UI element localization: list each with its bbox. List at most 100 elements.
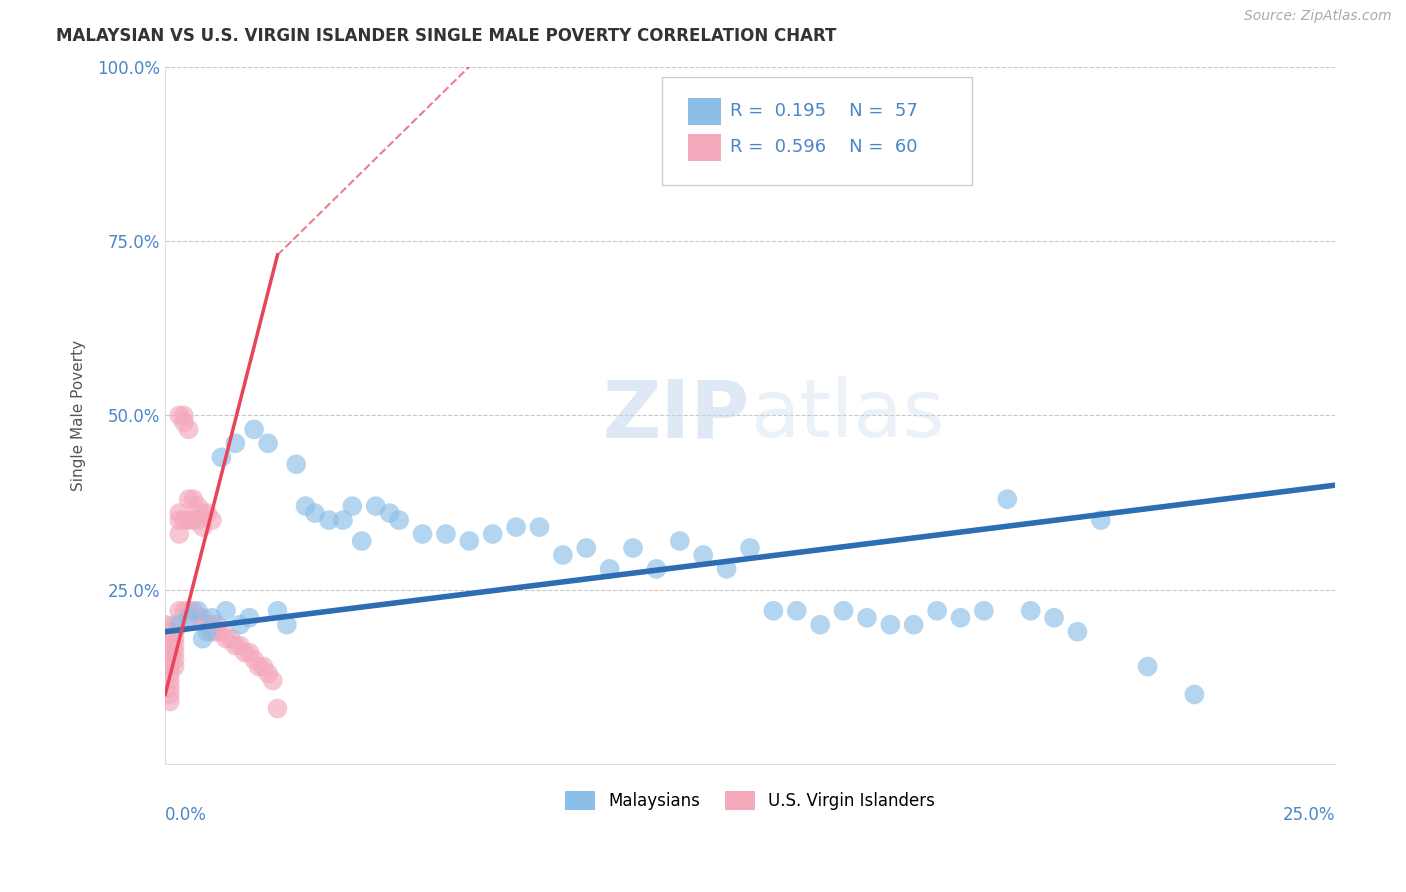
Point: [159, 639, 181, 653]
Point: [167, 604, 190, 618]
Point: [224, 436, 246, 450]
Point: [378, 506, 401, 520]
Point: [205, 617, 228, 632]
Point: [177, 611, 200, 625]
Point: [434, 527, 457, 541]
Bar: [688, 135, 721, 161]
Point: [262, 673, 284, 688]
Text: 25.0%: 25.0%: [1282, 806, 1334, 824]
Point: [692, 548, 714, 562]
Bar: [688, 98, 721, 125]
Point: [551, 548, 574, 562]
Point: [247, 659, 270, 673]
Point: [155, 617, 177, 632]
Text: MALAYSIAN VS U.S. VIRGIN ISLANDER SINGLE MALE POVERTY CORRELATION CHART: MALAYSIAN VS U.S. VIRGIN ISLANDER SINGLE…: [56, 27, 837, 45]
Point: [238, 611, 260, 625]
FancyBboxPatch shape: [662, 77, 972, 186]
Point: [1066, 624, 1088, 639]
Point: [159, 666, 181, 681]
Point: [187, 611, 209, 625]
Point: [187, 513, 209, 527]
Point: [159, 673, 181, 688]
Point: [209, 624, 232, 639]
Point: [995, 492, 1018, 507]
Point: [412, 527, 434, 541]
Point: [195, 624, 218, 639]
Point: [177, 492, 200, 507]
Point: [159, 659, 181, 673]
Point: [187, 604, 209, 618]
Point: [318, 513, 340, 527]
Point: [285, 457, 308, 471]
Point: [332, 513, 354, 527]
Legend: Malaysians, U.S. Virgin Islanders: Malaysians, U.S. Virgin Islanders: [557, 783, 943, 819]
Point: [233, 646, 256, 660]
Point: [229, 617, 252, 632]
Point: [716, 562, 738, 576]
Text: R =  0.596    N =  60: R = 0.596 N = 60: [730, 138, 918, 156]
Point: [173, 604, 195, 618]
Text: atlas: atlas: [749, 376, 945, 454]
Text: R =  0.195    N =  57: R = 0.195 N = 57: [730, 102, 918, 120]
Point: [224, 639, 246, 653]
Point: [163, 659, 186, 673]
Point: [163, 632, 186, 646]
Point: [173, 513, 195, 527]
Point: [177, 513, 200, 527]
Point: [645, 562, 668, 576]
Point: [163, 617, 186, 632]
Point: [252, 659, 274, 673]
Text: 0.0%: 0.0%: [166, 806, 207, 824]
Point: [458, 534, 481, 549]
Point: [159, 652, 181, 666]
Point: [205, 624, 228, 639]
Point: [973, 604, 995, 618]
Point: [529, 520, 551, 534]
Point: [187, 499, 209, 513]
Point: [481, 527, 503, 541]
Point: [191, 611, 214, 625]
Point: [879, 617, 901, 632]
Point: [257, 436, 280, 450]
Point: [181, 492, 204, 507]
Point: [209, 450, 232, 465]
Point: [177, 422, 200, 436]
Point: [215, 632, 238, 646]
Point: [364, 499, 387, 513]
Point: [195, 617, 218, 632]
Point: [762, 604, 785, 618]
Point: [342, 499, 364, 513]
Text: ZIP: ZIP: [603, 376, 749, 454]
Point: [201, 513, 224, 527]
Point: [243, 652, 266, 666]
Point: [229, 639, 252, 653]
Point: [304, 506, 326, 520]
Point: [163, 624, 186, 639]
Point: [195, 506, 218, 520]
Point: [215, 604, 238, 618]
Point: [903, 617, 925, 632]
Point: [266, 604, 288, 618]
Point: [927, 604, 949, 618]
Point: [266, 701, 288, 715]
Point: [159, 688, 181, 702]
Point: [181, 604, 204, 618]
Point: [167, 617, 190, 632]
Point: [191, 632, 214, 646]
Point: [294, 499, 316, 513]
Point: [159, 632, 181, 646]
Y-axis label: Single Male Poverty: Single Male Poverty: [72, 340, 86, 491]
Point: [167, 506, 190, 520]
Point: [181, 513, 204, 527]
Point: [1184, 688, 1206, 702]
Point: [1019, 604, 1042, 618]
Point: [1136, 659, 1159, 673]
Point: [201, 624, 224, 639]
Text: Source: ZipAtlas.com: Source: ZipAtlas.com: [1244, 9, 1392, 23]
Point: [276, 617, 298, 632]
Point: [219, 632, 242, 646]
Point: [575, 541, 598, 555]
Point: [201, 617, 224, 632]
Point: [786, 604, 808, 618]
Point: [243, 422, 266, 436]
